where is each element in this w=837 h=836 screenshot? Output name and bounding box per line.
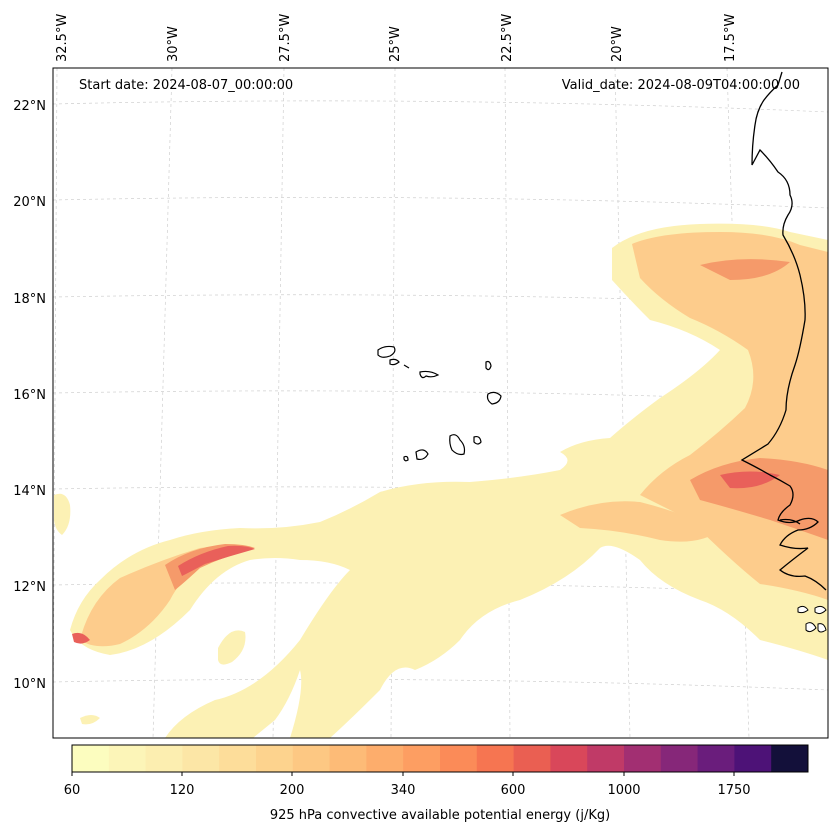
colorbar-segment <box>660 745 699 772</box>
colorbar-tick-label: 120 <box>170 783 195 798</box>
lon-label: 25°W <box>388 26 403 62</box>
colorbar-tick-label: 1000 <box>607 783 640 798</box>
colorbar-tick-label: 1750 <box>717 783 750 798</box>
valid-date-label: Valid_date: 2024-08-09T04:00:00.00 <box>561 78 800 93</box>
island-brava <box>403 455 409 462</box>
colorbar-segment <box>256 745 294 772</box>
bijagos-islands <box>797 605 827 633</box>
island-boa-vista <box>486 391 502 405</box>
colorbar-segment <box>403 745 441 772</box>
coastline <box>740 71 827 591</box>
island-santo-antao <box>377 345 396 358</box>
lat-label: 16°N <box>13 388 46 403</box>
colorbar-segment <box>72 745 110 772</box>
lon-label: 17.5°W <box>723 14 738 62</box>
colorbar-segment <box>108 745 147 772</box>
lat-label: 12°N <box>13 580 46 595</box>
colorbar-segment <box>734 745 772 772</box>
lon-label: 27.5°W <box>278 14 293 62</box>
colorbar-segment <box>219 745 257 772</box>
colorbar-segment <box>476 745 515 772</box>
lat-label: 20°N <box>13 195 46 210</box>
start-date-label: Start date: 2024-08-07_00:00:00 <box>79 78 294 93</box>
lat-label: 10°N <box>13 677 46 692</box>
colorbar <box>71 744 809 773</box>
island-sao-nicolau <box>419 370 440 379</box>
colorbar-segment <box>550 745 588 772</box>
colorbar-segment <box>366 745 404 772</box>
colorbar-tick-label: 60 <box>64 783 81 798</box>
lat-label: 22°N <box>13 99 46 114</box>
island-fogo <box>415 449 429 461</box>
lon-label: 30°W <box>166 26 181 62</box>
island-santiago <box>449 434 466 456</box>
colorbar-segment <box>440 745 478 772</box>
cape-verde-islands <box>377 345 502 462</box>
colorbar-segment <box>697 745 735 772</box>
africa-coastline <box>740 71 827 591</box>
island-sal <box>485 360 492 371</box>
colorbar-tick-label: 340 <box>391 783 416 798</box>
colorbar-segment <box>587 745 625 772</box>
colorbar-segment <box>329 745 367 772</box>
latitude-labels: 22°N 20°N 18°N 16°N 14°N 12°N 10°N <box>13 99 46 692</box>
colorbar-segment <box>145 745 183 772</box>
colorbar-title: 925 hPa convective available potential e… <box>269 808 611 823</box>
colorbar-segment <box>182 745 220 772</box>
island-sao-vicente <box>389 358 400 366</box>
colorbar-tick-label: 600 <box>501 783 526 798</box>
lat-label: 14°N <box>13 484 46 499</box>
colorbar-segment <box>624 745 662 772</box>
lat-label: 18°N <box>13 292 46 307</box>
lon-label: 22.5°W <box>500 14 515 62</box>
colorbar-segment <box>513 745 551 772</box>
island-maio <box>473 435 482 445</box>
cape-field-peak <box>72 471 780 644</box>
lon-label: 32.5°W <box>55 14 70 62</box>
colorbar-ticks: 60 120 200 340 600 1000 1750 <box>64 772 751 798</box>
colorbar-border <box>71 744 809 773</box>
colorbar-segment <box>292 745 331 772</box>
island-santa-luzia <box>403 364 410 369</box>
colorbar-segment <box>771 745 809 772</box>
longitude-labels: 32.5°W 30°W 27.5°W 25°W 22.5°W 20°W 17.5… <box>55 14 738 62</box>
lon-label: 20°W <box>610 26 625 62</box>
colorbar-tick-label: 200 <box>280 783 305 798</box>
map-frame <box>52 67 829 739</box>
